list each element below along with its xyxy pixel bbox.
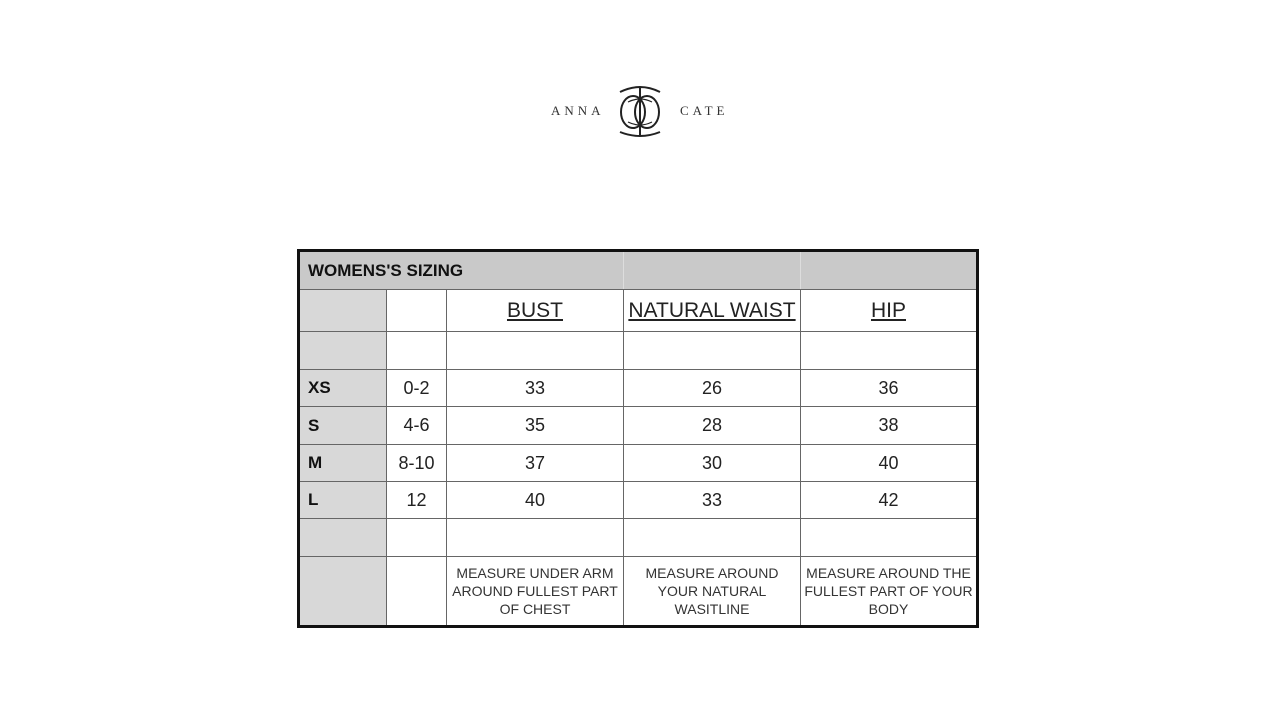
bust-value: 33 [446, 369, 624, 407]
hip-value: 40 [800, 444, 978, 482]
size-chart-table: WOMENS'S SIZING BUST NATURAL WAIST HIP X… [297, 249, 979, 628]
spacer-row [298, 331, 978, 370]
monogram-icon [619, 86, 661, 137]
size-label: XS [298, 369, 387, 407]
numeric-size: 0-2 [386, 369, 447, 407]
spacer-row [298, 518, 978, 557]
size-label: L [298, 481, 387, 519]
brand-logo: ANNA CATE [540, 80, 740, 140]
table-row: L 12 40 33 42 [298, 481, 978, 519]
brand-name-right: CATE [680, 103, 729, 118]
hip-value: 42 [800, 481, 978, 519]
bust-value: 37 [446, 444, 624, 482]
numeric-size: 4-6 [386, 406, 447, 445]
table-row: XS 0-2 33 26 36 [298, 369, 978, 407]
table-title-row: WOMENS'S SIZING [298, 250, 978, 290]
bust-value: 40 [446, 481, 624, 519]
hip-note: MEASURE AROUND THE FULLEST PART OF YOUR … [800, 556, 978, 627]
table-title: WOMENS'S SIZING [298, 250, 624, 290]
header-natural-waist: NATURAL WAIST [623, 289, 801, 332]
waist-value: 33 [623, 481, 801, 519]
brand-name-left: ANNA [551, 103, 605, 118]
header-bust: BUST [446, 289, 624, 332]
header-row: BUST NATURAL WAIST HIP [298, 289, 978, 332]
numeric-size: 8-10 [386, 444, 447, 482]
table-row: M 8-10 37 30 40 [298, 444, 978, 482]
table-row: S 4-6 35 28 38 [298, 406, 978, 445]
waist-note: MEASURE AROUND YOUR NATURAL WASITLINE [623, 556, 801, 627]
size-label: M [298, 444, 387, 482]
notes-row: MEASURE UNDER ARM AROUND FULLEST PART OF… [298, 556, 978, 627]
waist-value: 30 [623, 444, 801, 482]
bust-value: 35 [446, 406, 624, 445]
waist-value: 26 [623, 369, 801, 407]
numeric-size: 12 [386, 481, 447, 519]
hip-value: 38 [800, 406, 978, 445]
size-label: S [298, 406, 387, 445]
hip-value: 36 [800, 369, 978, 407]
header-hip: HIP [800, 289, 978, 332]
waist-value: 28 [623, 406, 801, 445]
bust-note: MEASURE UNDER ARM AROUND FULLEST PART OF… [446, 556, 624, 627]
